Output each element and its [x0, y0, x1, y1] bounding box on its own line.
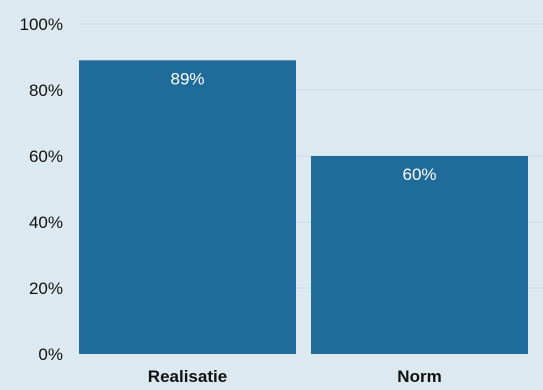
bar-data-label: 89%: [170, 69, 204, 88]
y-tick-label: 0%: [38, 345, 63, 364]
y-axis-ticks: 0% 20% 40% 60% 80% 100%: [20, 15, 63, 364]
y-tick-label: 40%: [29, 213, 63, 232]
y-tick-label: 60%: [29, 147, 63, 166]
bar: [79, 60, 296, 355]
y-tick-label: 20%: [29, 279, 63, 298]
y-tick-label: 80%: [29, 81, 63, 100]
data-labels: 89% 60%: [170, 69, 436, 184]
x-category-label: Norm: [397, 367, 441, 385]
y-tick-label: 100%: [20, 15, 63, 34]
bar-data-label: 60%: [402, 165, 436, 184]
bar: [311, 156, 528, 354]
bars: [79, 60, 528, 355]
x-axis-categories: Realisatie Norm: [148, 367, 442, 386]
x-category-label: Realisatie: [148, 367, 227, 385]
